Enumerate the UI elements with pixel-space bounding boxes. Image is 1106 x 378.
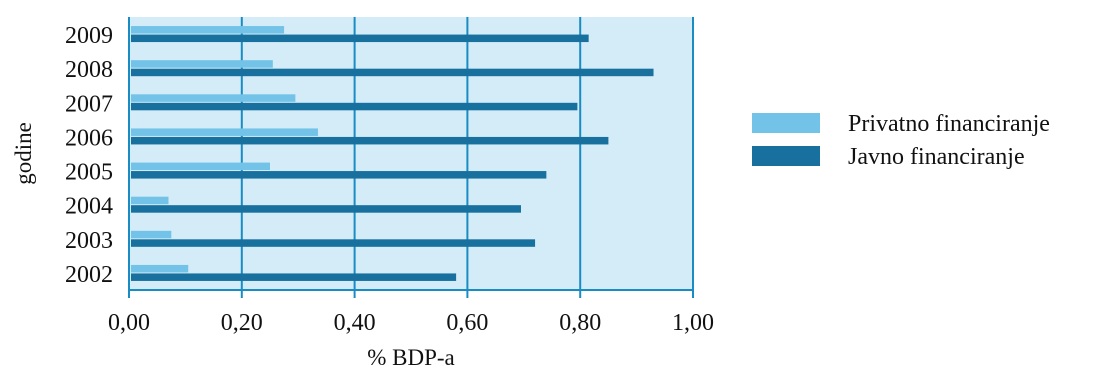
y-tick-label: 2006: [65, 125, 113, 151]
y-tick-label: 2003: [65, 228, 113, 254]
x-tick-label: 0,80: [559, 310, 601, 336]
y-tick-label: 2002: [65, 262, 113, 288]
x-tick-labels: 0,00 0,20 0,40 0,60 0,80 1,00: [108, 310, 714, 336]
x-tick-label: 0,40: [334, 310, 376, 336]
bar: [131, 94, 296, 102]
bar: [131, 68, 654, 77]
bar: [131, 171, 547, 179]
x-tick-label: 1,00: [672, 310, 714, 336]
y-tick-label: 2008: [65, 57, 113, 83]
legend-label-javno: Javno financiranje: [848, 144, 1025, 170]
bar: [131, 102, 578, 111]
bar: [131, 239, 536, 247]
bar: [131, 264, 189, 273]
y-tick-label: 2005: [65, 160, 113, 186]
bar: [131, 205, 521, 213]
x-tick-label: 0,20: [221, 310, 263, 336]
bar: [131, 34, 589, 43]
x-tick-label: 0,00: [108, 310, 150, 336]
bars: [131, 26, 654, 281]
legend-swatch-javno: [752, 146, 820, 166]
y-tick-label: 2009: [65, 23, 113, 49]
bar: [131, 26, 285, 34]
bar: [131, 162, 270, 171]
legend-swatch-privatno: [752, 113, 820, 133]
bar: [131, 196, 169, 205]
legend-label-privatno: Privatno financiranje: [848, 111, 1050, 137]
y-tick-labels: 2009 2008 2007 2006 2005 2004 2003 2002: [65, 23, 113, 288]
bar: [131, 136, 609, 145]
legend: Privatno financiranje Javno financiranje: [752, 111, 1050, 170]
y-tick-label: 2004: [65, 194, 113, 220]
x-axis-title: % BDP-a: [367, 345, 455, 370]
y-tick-label: 2007: [65, 91, 113, 117]
x-tick-label: 0,60: [446, 310, 488, 336]
bar: [131, 273, 457, 281]
bar: [131, 230, 172, 239]
y-axis-title: godine: [11, 122, 36, 185]
plot-area: [129, 17, 693, 290]
bar: [131, 128, 318, 136]
bar: [131, 60, 273, 68]
